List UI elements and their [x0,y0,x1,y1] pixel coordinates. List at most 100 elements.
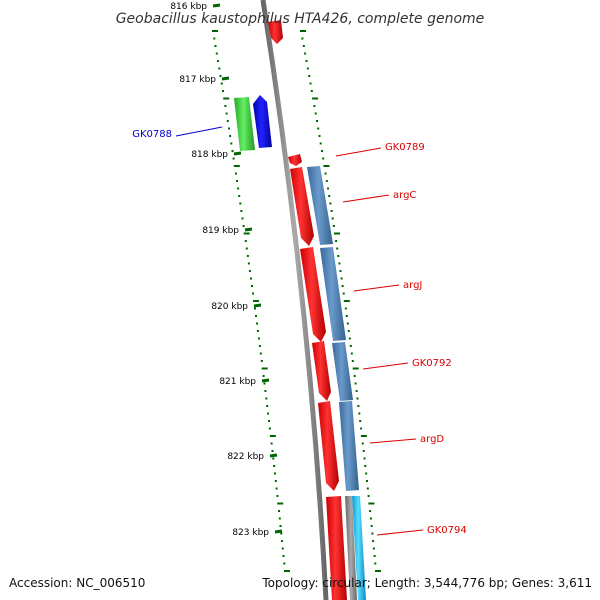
gc-skew-dot [362,450,365,452]
gc-skew-dot [360,435,367,437]
gc-skew-dot [345,315,348,317]
gene-arrow [268,20,283,44]
gc-skew-dot [228,127,230,130]
gc-skew-dot [217,60,219,62]
gene-arrow [288,154,302,166]
gc-skew-dot [372,547,375,550]
tick-mark [269,453,278,458]
gc-skew-dot [283,562,286,565]
gc-skew-dot [247,262,250,265]
gc-skew-dot [229,135,232,137]
gene-arrow-gk0788 [253,95,272,148]
gc-skew-dot [236,180,238,182]
gc-skew-dot [273,465,276,467]
gc-skew-dot [230,142,233,145]
cog-box-steelblue [320,247,346,341]
gc-skew-dot [260,360,263,362]
gc-skew-dot [241,217,244,220]
gc-skew-dot [275,487,278,490]
gc-skew-dot [268,420,270,422]
gc-skew-dot [245,247,248,250]
gc-skew-dot [274,472,276,475]
tick-mark [261,378,270,383]
leader-lines [175,126,424,536]
gc-skew-dot [243,232,250,235]
gc-skew-dot [354,382,357,385]
gc-skew-dot [223,97,230,100]
gc-skew-dot [270,442,273,445]
gc-skew-dot [220,82,223,85]
gene-label-argj[interactable]: argJ [403,280,422,291]
gene-label-argc[interactable]: argC [393,190,416,201]
gc-skew-dot [342,292,345,295]
tick-mark [274,529,283,534]
gc-skew-dot [278,510,280,512]
gene-label-gk0789[interactable]: GK0789 [385,142,425,153]
gc-skew-dot [359,420,362,422]
tick-label: 821 kbp [219,377,256,387]
gc-skew-dot [258,345,261,347]
gc-skew-dot [355,390,358,392]
tick-label: 822 kbp [227,452,264,462]
gc-skew-dot [246,255,249,257]
gc-skew-dot [251,285,253,287]
gc-skew-dot [255,315,257,317]
gc-skew-dot [232,157,235,160]
gc-skew-dot [272,457,275,460]
gc-skew-dot [214,45,217,47]
gene-arrow-argd [318,401,339,491]
gc-skew-dot [259,352,262,355]
gene-arrow-gk0792 [312,341,331,401]
gc-skew-dot [250,277,252,280]
gc-skew-dot [226,120,229,122]
gc-skew-dot [324,172,327,175]
gc-skew-dot [370,525,373,527]
gc-skew-dot [248,270,251,272]
gene-label-gk0792[interactable]: GK0792 [412,358,452,369]
gene-label-gk0794[interactable]: GK0794 [427,525,467,536]
tick-mark [233,151,242,156]
gene-label-argd[interactable]: argD [420,434,444,445]
gc-skew-dot [222,90,224,92]
gc-skew-dot [242,225,245,227]
gene-features [234,20,366,600]
gc-skew-dot [301,37,304,40]
gc-skew-dot [310,90,313,92]
gc-skew-dot [371,532,374,535]
gc-skew-dot [328,195,331,197]
gc-skew-dot [366,487,369,490]
cog-box-steelblue [332,342,353,401]
gc-skew-dot [350,352,353,355]
gc-skew-dot [225,112,228,115]
gc-skew-dot [308,75,311,77]
gc-skew-dot [261,367,268,370]
gc-skew-dot [341,285,344,287]
gene-arrow-argc [290,167,314,246]
gc-skew-dot [238,195,241,197]
cog-box-gray [345,496,357,600]
gc-skew-dot [343,300,350,302]
gc-skew-dot [339,270,342,272]
gene-label-gk0788[interactable]: GK0788 [132,129,172,140]
gc-skew-dot [306,67,309,70]
gc-skew-dot [300,30,306,32]
gc-skew-dot [256,322,258,325]
gc-skew-dot [253,300,259,302]
tick-mark [212,3,221,8]
gc-skew-dot [351,360,354,362]
gc-skew-dot [274,480,277,482]
gc-skew-dot [305,60,308,62]
gc-skew-dot [219,75,222,77]
gc-skew-dot [364,465,367,467]
gc-skew-dot [264,390,267,392]
gc-skew-dot [280,532,283,535]
tick-label: 816 kbp [170,2,207,12]
gc-skew-dot [257,337,260,340]
gc-skew-dot [304,52,307,55]
gc-skew-dot [335,240,338,242]
map-title: Geobacillus kaustophilus HTA426, complet… [116,11,485,27]
gc-skew-dot [231,150,234,152]
gc-skew-dot [329,202,332,205]
gc-skew-dot [346,322,349,325]
gc-skew-dot [369,510,372,512]
